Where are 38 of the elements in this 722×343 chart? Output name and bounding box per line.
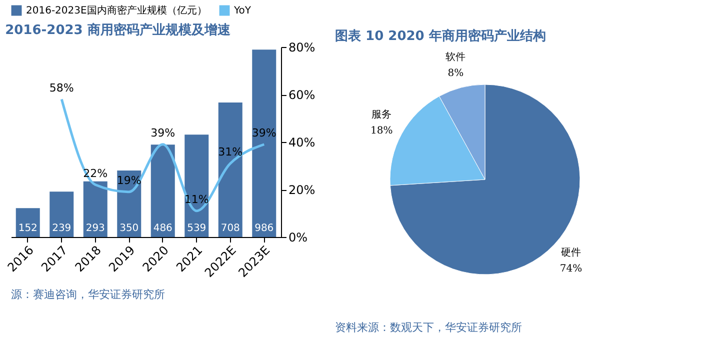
text: 源：赛迪咨询，华安证券研究所 bbox=[11, 288, 165, 301]
chart-title: 图表 10 2020 年商用密码产业结构 bbox=[335, 28, 546, 44]
text: 资料来源：数观天下，华安证券研究所 bbox=[335, 321, 522, 334]
data-label: 19% bbox=[116, 174, 142, 187]
bar bbox=[150, 144, 175, 237]
y2-tick-label: 60% bbox=[288, 88, 316, 102]
slice-label: 服务 bbox=[372, 108, 392, 121]
data-label: 239 bbox=[52, 223, 72, 234]
data-label: 31% bbox=[218, 145, 243, 158]
data-label: 11% bbox=[184, 192, 209, 206]
data-label: 986 bbox=[254, 223, 274, 234]
slice-label: 硬件 bbox=[561, 247, 582, 258]
bar bbox=[83, 181, 108, 237]
data-label: 486 bbox=[153, 223, 172, 234]
data-label: 39% bbox=[150, 126, 176, 140]
data-label: 708 bbox=[220, 223, 240, 234]
bar bbox=[50, 192, 74, 237]
data-label: 74% bbox=[560, 263, 582, 274]
legend-label: 2016-2023E国内商密产业规模（亿元） bbox=[26, 4, 207, 17]
data-label: 152 bbox=[18, 223, 38, 234]
legend-label: YoY bbox=[233, 6, 252, 17]
y2-tick-label: 0% bbox=[288, 230, 308, 244]
data-label: 8% bbox=[448, 68, 464, 80]
data-label: 539 bbox=[187, 223, 206, 234]
slice-label: 软件 bbox=[446, 51, 466, 64]
data-label: 293 bbox=[86, 223, 105, 234]
chart-title: 2016-2023 商用密码产业规模及增速 bbox=[5, 22, 232, 38]
data-label: 350 bbox=[120, 223, 139, 234]
data-label: 39% bbox=[252, 126, 276, 140]
y2-tick-label: 40% bbox=[288, 136, 316, 150]
bar bbox=[218, 102, 242, 237]
bar bbox=[252, 50, 276, 237]
y2-tick-label: 20% bbox=[288, 183, 316, 197]
data-label: 18% bbox=[370, 126, 393, 137]
y2-tick-label: 80% bbox=[288, 40, 316, 54]
data-label: 58% bbox=[49, 81, 74, 94]
bar bbox=[16, 208, 40, 237]
bar bbox=[184, 134, 209, 237]
